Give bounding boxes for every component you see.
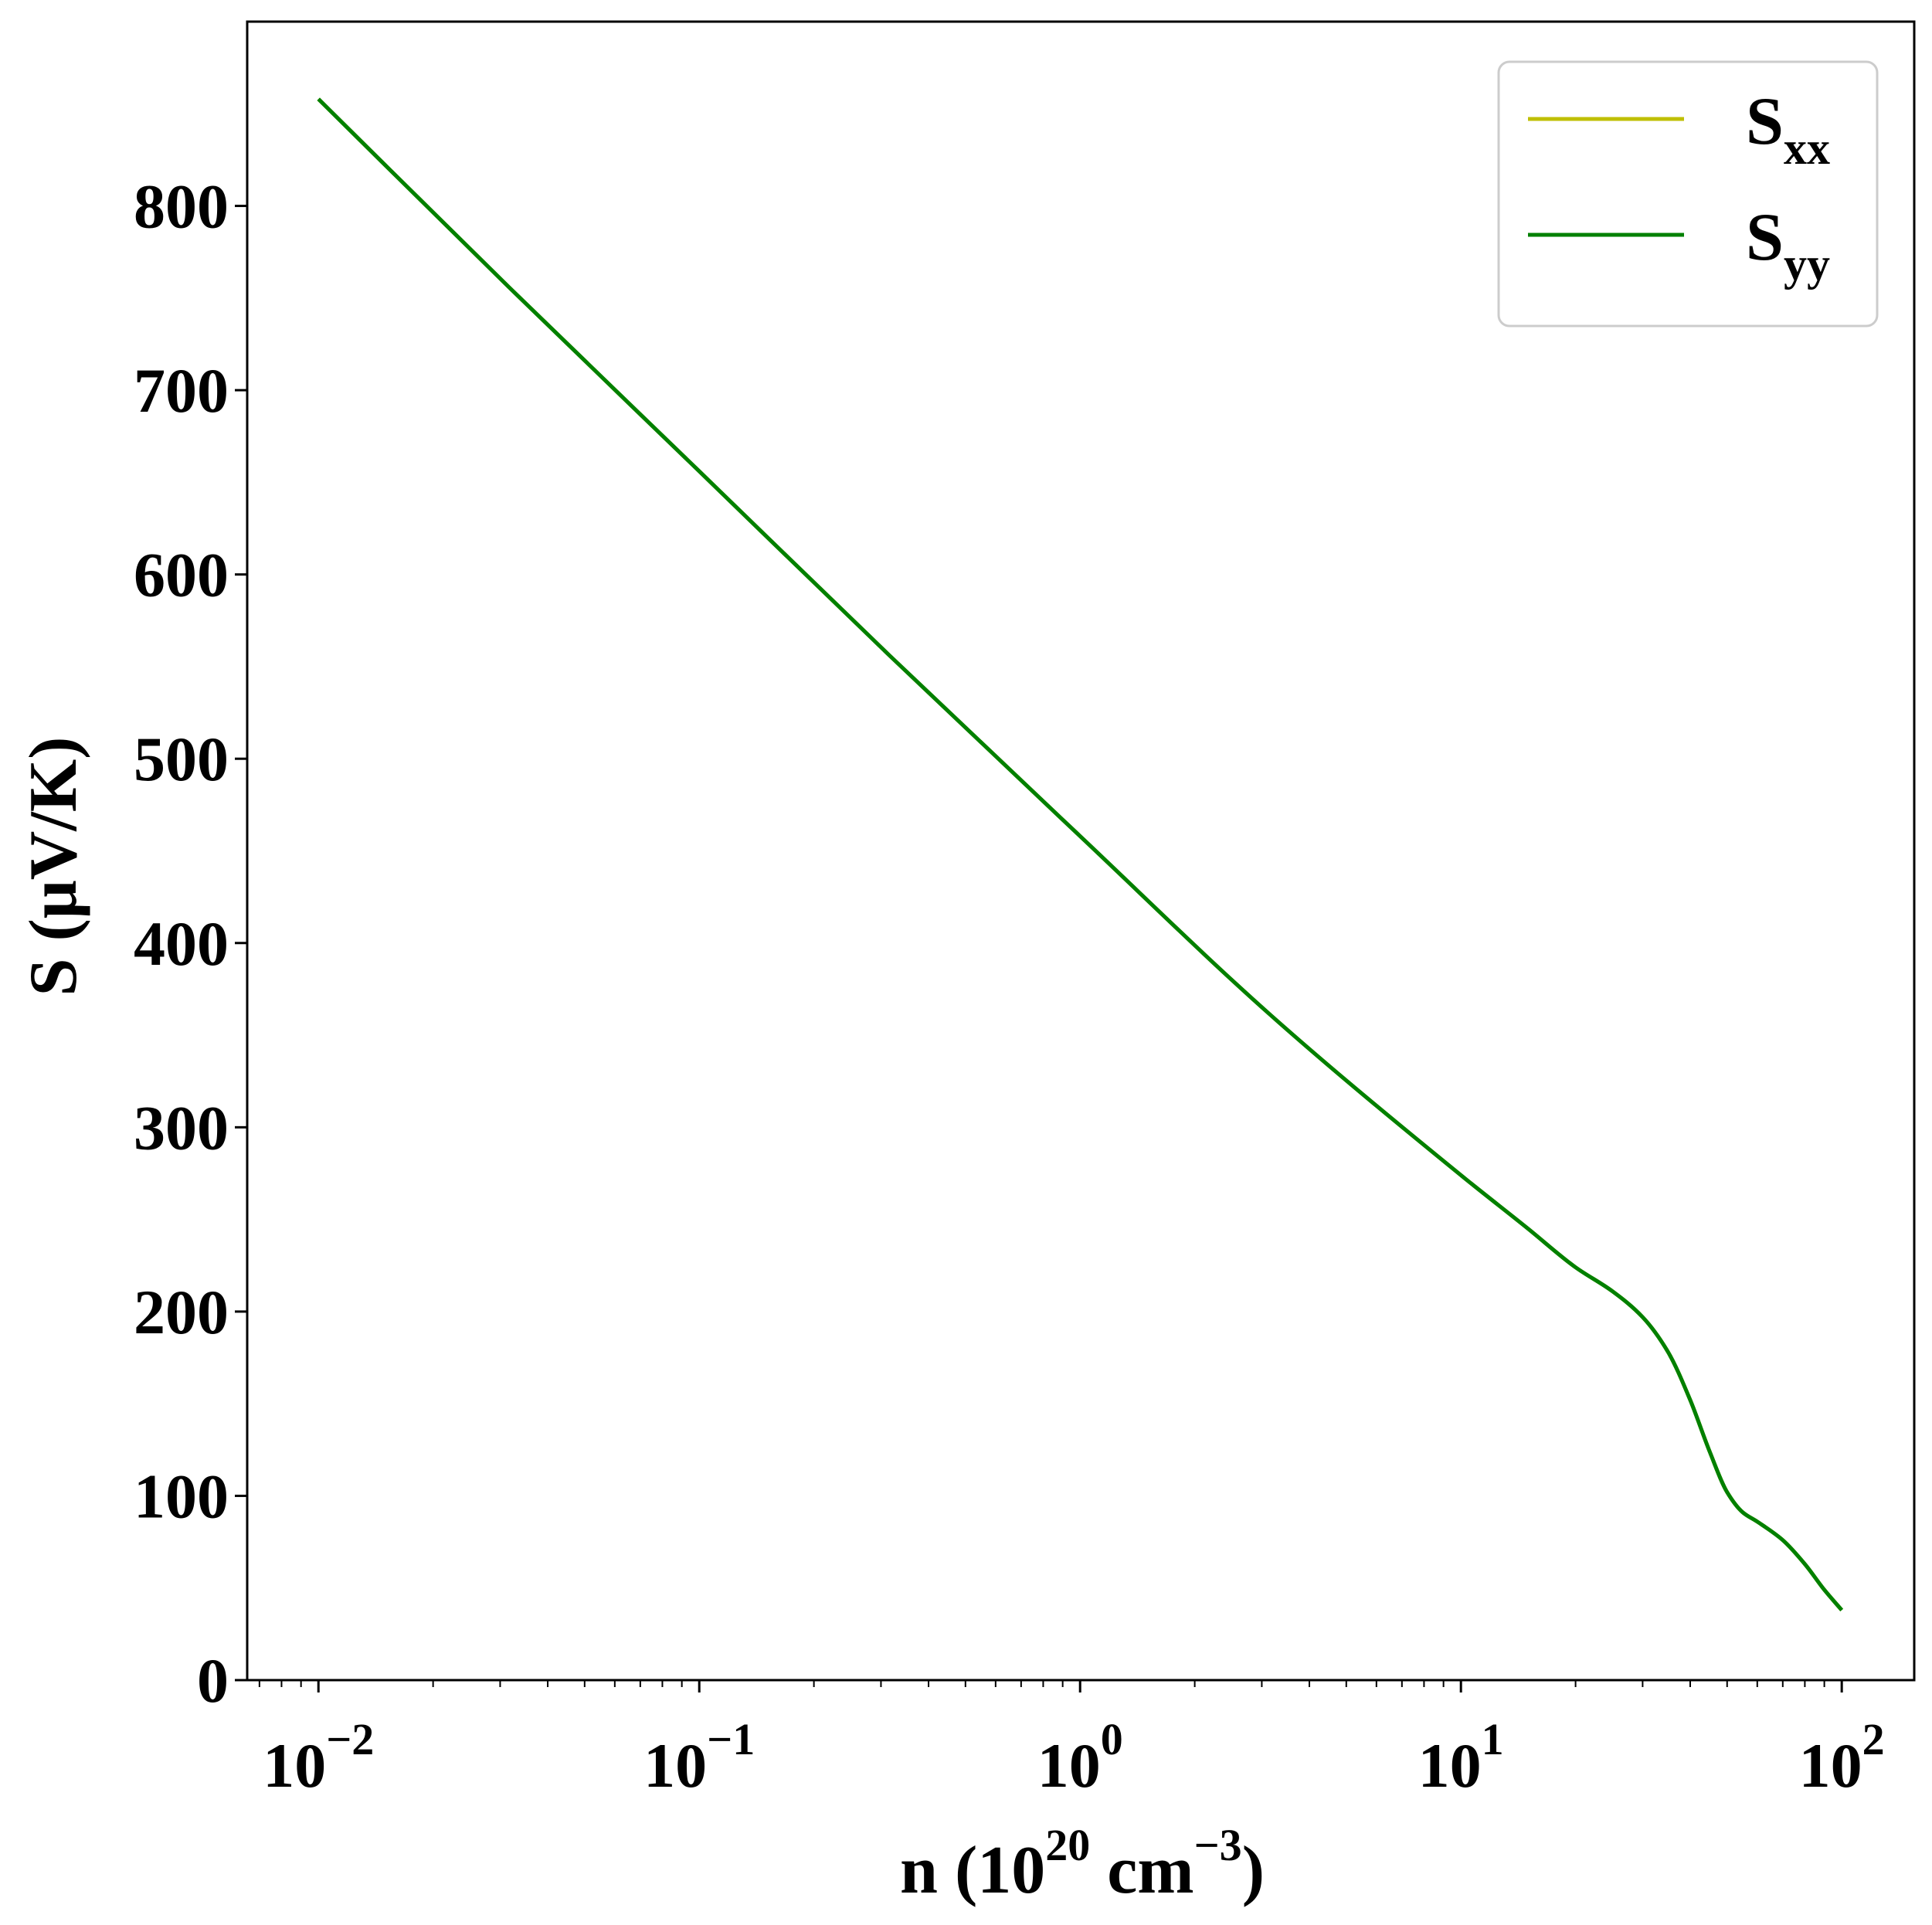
x-tick-base: 10 — [1418, 1730, 1482, 1801]
x-tick-exponent: 1 — [1482, 1714, 1504, 1764]
y-tick-label: 700 — [134, 355, 229, 426]
y-tick-label: 100 — [134, 1461, 229, 1531]
x-axis-title: n (1020 cm−3) — [900, 1820, 1265, 1908]
y-tick-label: 300 — [134, 1092, 229, 1163]
x-axis-title-part: ) — [1242, 1833, 1265, 1908]
x-tick-label: 10−2 — [263, 1714, 374, 1801]
x-tick-base: 10 — [1799, 1730, 1862, 1801]
series-layer — [317, 97, 1844, 1611]
legend-label: Sxx — [1746, 84, 1830, 174]
x-tick-label: 102 — [1799, 1714, 1885, 1801]
legend-label-subscript: yy — [1784, 239, 1830, 290]
x-tick-exponent: −2 — [326, 1714, 374, 1764]
legend-box — [1497, 60, 1879, 328]
x-tick-exponent: −1 — [707, 1714, 755, 1764]
x-tick-label: 10−1 — [643, 1714, 755, 1801]
x-axis-title-part: −3 — [1194, 1820, 1242, 1870]
y-tick-label: 0 — [197, 1645, 229, 1716]
legend-label-base: S — [1746, 84, 1784, 159]
series-line-syy — [317, 97, 1844, 1611]
y-tick-label: 800 — [134, 171, 229, 242]
legend-label: Syy — [1746, 200, 1830, 290]
x-axis-title-part: n (10 — [900, 1833, 1045, 1908]
x-axis-title-part: cm — [1090, 1833, 1193, 1908]
legend-label-base: S — [1746, 200, 1784, 275]
x-tick-exponent: 0 — [1101, 1714, 1123, 1764]
y-tick-label: 500 — [134, 724, 229, 794]
x-tick-label: 101 — [1418, 1714, 1504, 1801]
x-tick-base: 10 — [1037, 1730, 1101, 1801]
y-axis-title: S (μV/K) — [16, 737, 91, 996]
x-axis-title-part: 20 — [1045, 1820, 1090, 1870]
x-tick-label: 100 — [1037, 1714, 1123, 1801]
x-tick-exponent: 2 — [1862, 1714, 1885, 1764]
x-tick-base: 10 — [263, 1730, 326, 1801]
y-tick-label: 600 — [134, 540, 229, 610]
y-tick-label: 400 — [134, 908, 229, 979]
legend-label-subscript: xx — [1784, 123, 1830, 174]
x-tick-base: 10 — [643, 1730, 707, 1801]
y-tick-label: 200 — [134, 1277, 229, 1347]
